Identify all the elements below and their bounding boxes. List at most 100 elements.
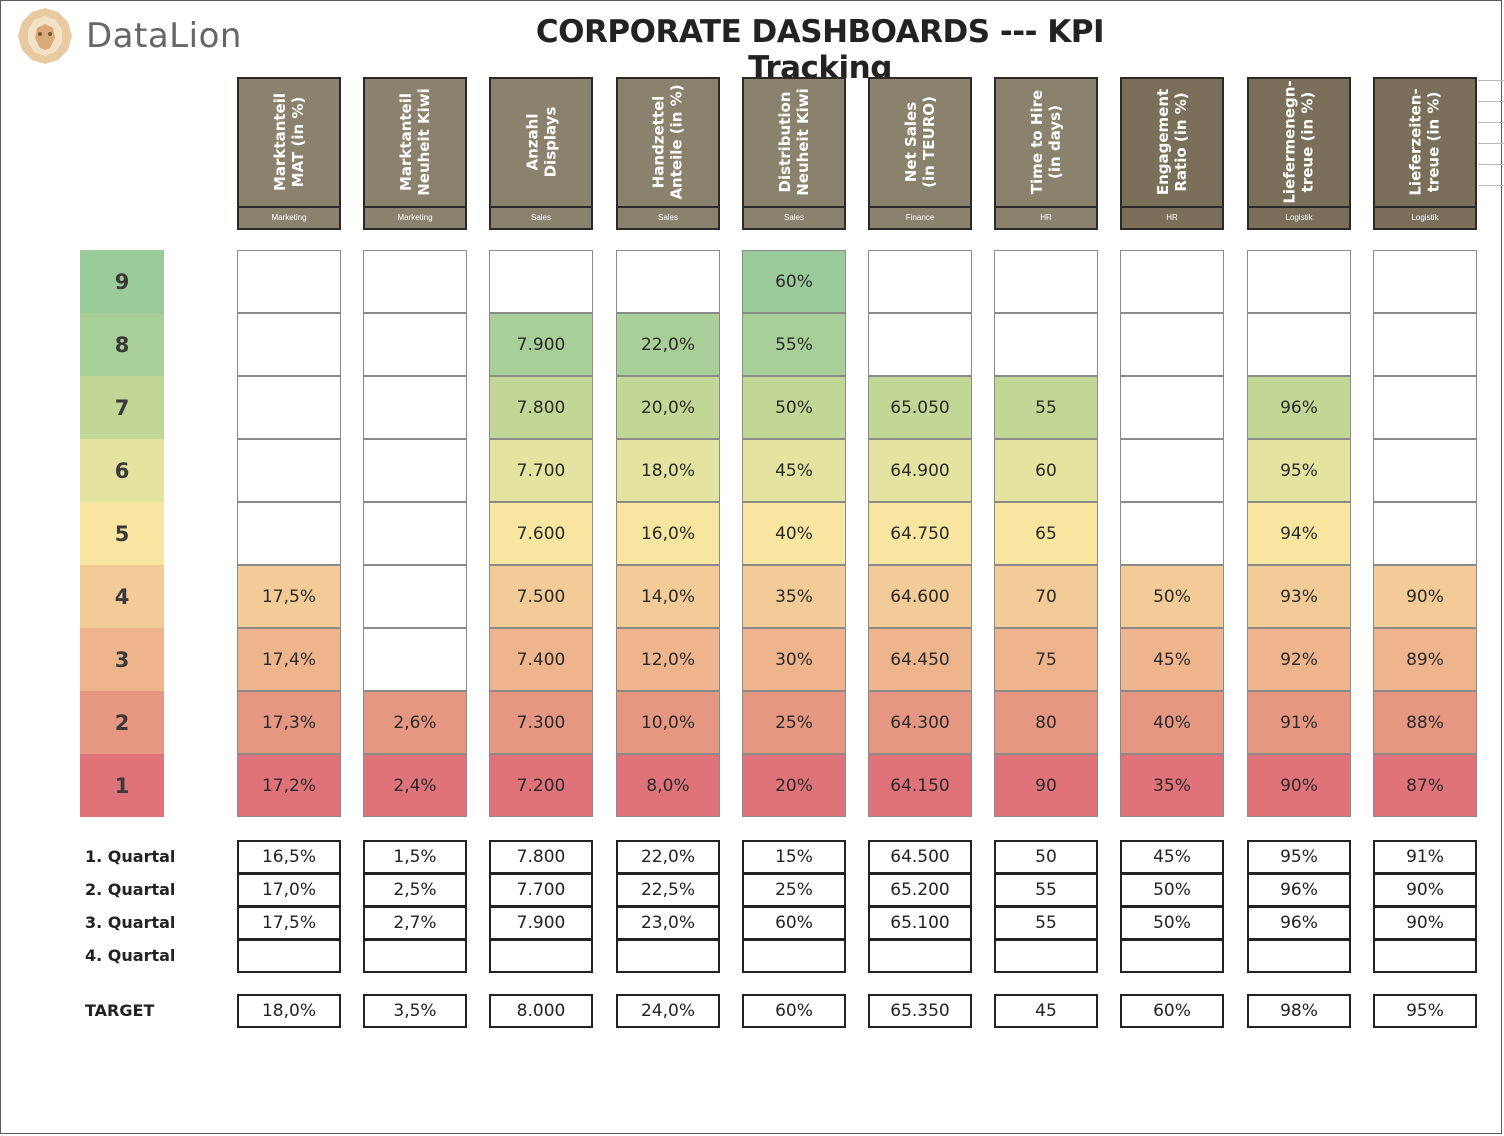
kpi-header-label: Marktanteil Neuheit Kiwi [367, 81, 463, 203]
kpi-level-cell: 89% [1373, 628, 1477, 691]
quarter-value-cell: 55 [994, 906, 1098, 940]
scale-level-4: 4 [80, 565, 164, 628]
quarter-value-cell: 25% [742, 873, 846, 907]
kpi-header-label: Marktanteil MAT (in %) [241, 81, 337, 203]
kpi-department: Finance [870, 206, 970, 228]
quarter-value-cell: 96% [1247, 906, 1351, 940]
target-value-cell: 18,0% [237, 994, 341, 1028]
kpi-level-cell: 22,0% [616, 313, 720, 376]
kpi-level-cell: 7.700 [489, 439, 593, 502]
quarter-value-cell: 17,5% [237, 906, 341, 940]
kpi-level-cell: 7.200 [489, 754, 593, 817]
kpi-level-cell: 20,0% [616, 376, 720, 439]
kpi-level-cell: 75 [994, 628, 1098, 691]
quarter-value-cell [1120, 939, 1224, 973]
kpi-level-cell [1373, 250, 1477, 313]
kpi-header-label: Time to Hire (in days) [998, 81, 1094, 203]
kpi-level-cell [237, 502, 341, 565]
kpi-header: Lieferzeiten- treue (in %) Logistik [1373, 77, 1477, 230]
quarter-value-cell: 90% [1373, 906, 1477, 940]
quarter-value-cell: 55 [994, 873, 1098, 907]
kpi-level-cell: 55 [994, 376, 1098, 439]
target-value-cell: 45 [994, 994, 1098, 1028]
kpi-level-cell: 90 [994, 754, 1098, 817]
kpi-header-text: Time to Hire (in days) [1028, 89, 1064, 195]
quarter-label: 1. Quartal [85, 847, 176, 866]
kpi-level-cell: 7.900 [489, 313, 593, 376]
kpi-header: Time to Hire (in days) HR [994, 77, 1098, 230]
kpi-level-cell: 65.050 [868, 376, 972, 439]
kpi-level-cell: 70 [994, 565, 1098, 628]
scale-level-9: 9 [80, 250, 164, 313]
kpi-level-cell: 17,3% [237, 691, 341, 754]
quarter-value-cell [363, 939, 467, 973]
kpi-level-cell [237, 250, 341, 313]
quarter-value-cell: 2,5% [363, 873, 467, 907]
kpi-level-cell: 30% [742, 628, 846, 691]
quarter-value-cell [1247, 939, 1351, 973]
kpi-level-cell [237, 313, 341, 376]
scale-level-6: 6 [80, 439, 164, 502]
kpi-level-cell: 14,0% [616, 565, 720, 628]
kpi-level-cell: 95% [1247, 439, 1351, 502]
kpi-level-cell: 25% [742, 691, 846, 754]
kpi-header-label: Net Sales (in TEURO) [872, 81, 968, 203]
scale-level-3: 3 [80, 628, 164, 691]
kpi-level-cell [1247, 313, 1351, 376]
kpi-level-cell [868, 313, 972, 376]
quarter-value-cell: 22,0% [616, 840, 720, 874]
kpi-level-cell: 35% [1120, 754, 1224, 817]
kpi-level-cell: 7.500 [489, 565, 593, 628]
scale-level-2: 2 [80, 691, 164, 754]
kpi-level-cell [363, 376, 467, 439]
quarter-label: 2. Quartal [85, 880, 176, 899]
kpi-header: Marktanteil Neuheit Kiwi Marketing [363, 77, 467, 230]
kpi-level-cell: 20% [742, 754, 846, 817]
target-value-cell: 98% [1247, 994, 1351, 1028]
target-value-cell: 8.000 [489, 994, 593, 1028]
kpi-level-cell [868, 250, 972, 313]
quarter-value-cell: 7.900 [489, 906, 593, 940]
kpi-level-cell: 64.900 [868, 439, 972, 502]
kpi-header: Net Sales (in TEURO) Finance [868, 77, 972, 230]
quarter-value-cell: 50 [994, 840, 1098, 874]
quarter-value-cell: 7.700 [489, 873, 593, 907]
kpi-level-cell: 65 [994, 502, 1098, 565]
kpi-department: Marketing [365, 206, 465, 228]
kpi-header-text: Marktanteil MAT (in %) [271, 92, 307, 192]
kpi-header-label: Liefermenegn- treue (in %) [1251, 80, 1347, 204]
kpi-header-label: Anzahl Displays [493, 81, 589, 203]
quarter-value-cell: 64.500 [868, 840, 972, 874]
kpi-level-cell: 18,0% [616, 439, 720, 502]
kpi-level-cell: 2,6% [363, 691, 467, 754]
quarter-label: 3. Quartal [85, 913, 176, 932]
kpi-level-cell: 2,4% [363, 754, 467, 817]
quarter-value-cell: 90% [1373, 873, 1477, 907]
kpi-level-cell: 17,2% [237, 754, 341, 817]
kpi-level-cell: 92% [1247, 628, 1351, 691]
kpi-department: Sales [491, 206, 591, 228]
kpi-level-cell: 87% [1373, 754, 1477, 817]
kpi-level-cell: 64.600 [868, 565, 972, 628]
quarter-value-cell [994, 939, 1098, 973]
quarter-value-cell: 91% [1373, 840, 1477, 874]
target-value-cell: 60% [742, 994, 846, 1028]
brand-name: DataLion [86, 16, 242, 56]
kpi-level-cell [1373, 376, 1477, 439]
kpi-header-text: Handzettel Anteile (in %) [650, 84, 686, 200]
kpi-level-cell: 16,0% [616, 502, 720, 565]
quarter-value-cell [742, 939, 846, 973]
quarter-value-cell: 45% [1120, 840, 1224, 874]
kpi-department: HR [1122, 206, 1222, 228]
quarter-value-cell: 95% [1247, 840, 1351, 874]
quarter-value-cell [489, 939, 593, 973]
kpi-header-text: Anzahl Displays [523, 106, 559, 178]
kpi-department: HR [996, 206, 1096, 228]
scale-level-8: 8 [80, 313, 164, 376]
kpi-header-label: Handzettel Anteile (in %) [620, 81, 716, 203]
kpi-header-text: Liefermenegn- treue (in %) [1281, 80, 1317, 204]
kpi-level-cell [489, 250, 593, 313]
kpi-level-cell: 45% [1120, 628, 1224, 691]
quarter-label: 4. Quartal [85, 946, 176, 965]
kpi-level-cell [363, 565, 467, 628]
